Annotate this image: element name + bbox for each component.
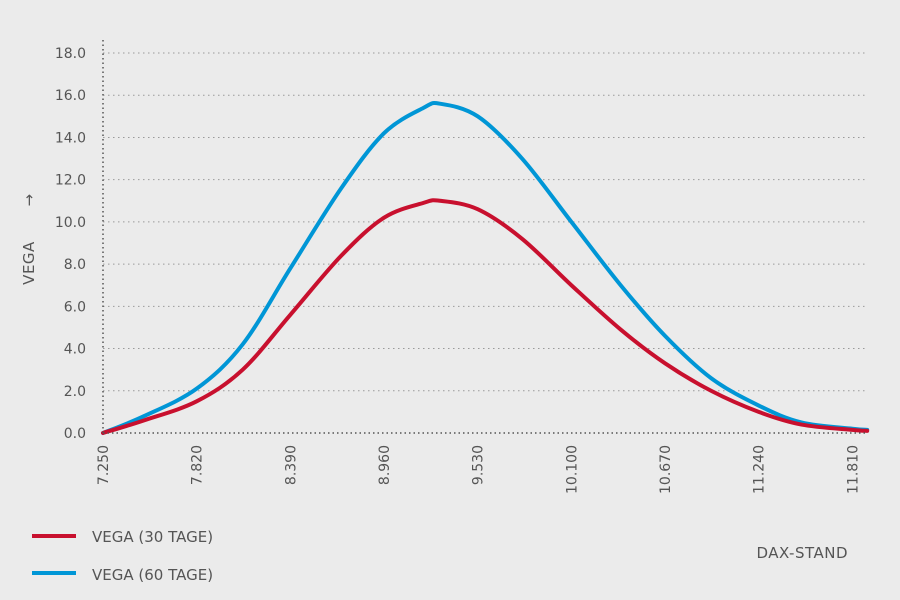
- y-tick-label-4: 8.0: [64, 257, 86, 273]
- y-tick-label-9: 18.0: [55, 46, 86, 62]
- y-tick-label-1: 2.0: [64, 384, 86, 400]
- y-tick-label-2: 4.0: [64, 342, 86, 358]
- x-tick-label-3: 8.960: [377, 445, 393, 485]
- x-tick-label-7: 11.240: [752, 445, 768, 494]
- y-tick-label-7: 14.0: [55, 130, 86, 146]
- y-tick-label-8: 16.0: [55, 88, 86, 104]
- grid-lines: [103, 52, 868, 392]
- x-tick-label-5: 10.100: [564, 445, 580, 494]
- x-tick-label-8: 11.810: [845, 445, 861, 494]
- y-tick-label-3: 6.0: [64, 299, 86, 315]
- axes: [102, 40, 868, 434]
- y-tick-label-0: 0.0: [64, 426, 86, 442]
- x-tick-label-6: 10.670: [658, 445, 674, 494]
- y-axis-arrow: →: [20, 193, 38, 206]
- series-layer: [101, 101, 870, 435]
- legend-label-30-tage: VEGA (30 TAGE): [92, 528, 213, 546]
- legend: VEGA (30 TAGE) VEGA (60 TAGE): [32, 528, 213, 584]
- y-tick-label-5: 10.0: [55, 215, 86, 231]
- y-tick-labels: 0.0 2.0 4.0 6.0 8.0 10.0 12.0 14.0 16.0 18.0: [55, 46, 86, 442]
- x-axis-label: DAX-STAND: [756, 544, 848, 562]
- series-line-60-tage: [101, 101, 870, 435]
- y-axis-label: VEGA: [20, 241, 38, 285]
- series-line-30-tage: [101, 198, 870, 435]
- x-tick-label-0: 7.250: [96, 445, 112, 485]
- legend-label-60-tage: VEGA (60 TAGE): [92, 566, 213, 584]
- x-tick-label-4: 9.530: [471, 445, 487, 485]
- x-tick-label-1: 7.820: [190, 445, 206, 485]
- x-tick-label-2: 8.390: [283, 445, 299, 485]
- y-tick-label-6: 12.0: [55, 173, 86, 189]
- x-tick-labels: 7.250 7.820 8.390 8.960 9.530 10.100 10.670 11.…: [96, 445, 861, 494]
